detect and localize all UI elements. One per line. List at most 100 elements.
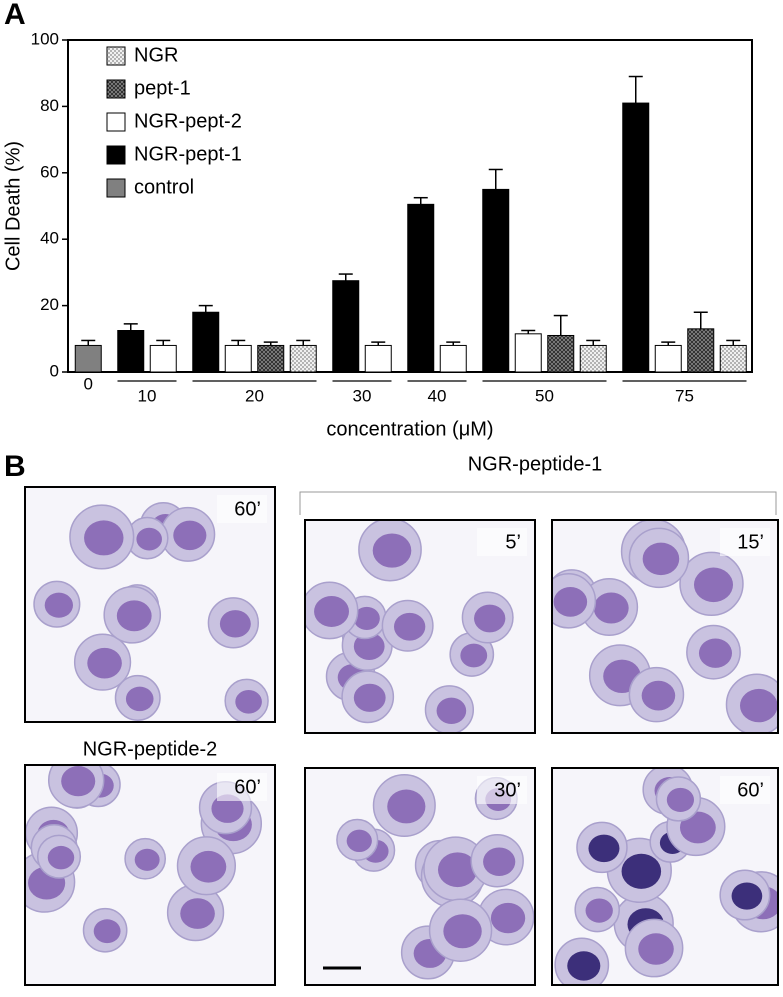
- nucleus: [173, 520, 207, 551]
- nucleus: [61, 766, 96, 797]
- x-tick-label: 10: [138, 386, 157, 405]
- time-label: 5’: [505, 531, 521, 553]
- nucleus: [180, 898, 215, 929]
- y-tick-label: 0: [50, 361, 59, 380]
- bar: [439, 344, 467, 373]
- nucleus: [87, 647, 122, 679]
- nucleus: [474, 604, 506, 633]
- legend-label: NGR-pept-2: [134, 110, 242, 132]
- time-bg: [720, 776, 770, 804]
- x-tick-label: 20: [245, 386, 264, 405]
- micrograph-frame: [551, 767, 779, 986]
- micrograph-frame: [24, 764, 276, 986]
- nucleus: [666, 787, 695, 812]
- x-tick-label: 0: [84, 374, 93, 393]
- nucleus: [436, 697, 467, 724]
- legend-swatch: [106, 46, 126, 66]
- micrograph-frame: [304, 767, 536, 986]
- bar: [547, 334, 575, 373]
- nucleus: [460, 643, 488, 668]
- y-tick-label: 20: [40, 295, 59, 314]
- nucleus: [693, 567, 734, 603]
- nucleus: [387, 789, 426, 824]
- nucleus: [353, 606, 380, 631]
- nucleus: [588, 834, 620, 863]
- x-tick-label: 75: [675, 386, 694, 405]
- nucleus: [44, 592, 73, 618]
- legend-label: NGR: [134, 44, 178, 66]
- legend-swatch: [106, 178, 126, 198]
- bar: [654, 344, 682, 373]
- nucleus: [353, 683, 386, 712]
- bar: [482, 188, 510, 373]
- nucleus: [567, 951, 601, 981]
- time-bg: [217, 495, 267, 523]
- bar: [149, 344, 177, 373]
- panel-label: B: [4, 450, 26, 483]
- micrograph-frame: [304, 519, 536, 734]
- legend-label: pept-1: [134, 77, 191, 99]
- legend-label: NGR-pept-1: [134, 143, 242, 165]
- bar: [579, 344, 607, 373]
- nucleus: [593, 592, 629, 624]
- legend-label: control: [134, 176, 194, 198]
- time-label: 60’: [234, 498, 261, 520]
- bar: [622, 102, 650, 373]
- time-label: 30’: [494, 779, 521, 801]
- y-tick-label: 60: [40, 162, 59, 181]
- nucleus: [621, 853, 662, 889]
- time-label: 60’: [737, 779, 764, 801]
- time-bg: [720, 528, 770, 556]
- nucleus: [437, 852, 478, 888]
- nucleus: [731, 882, 763, 910]
- x-tick-label: 40: [428, 386, 447, 405]
- nucleus: [353, 632, 385, 660]
- bar: [407, 203, 435, 373]
- nucleus: [393, 612, 426, 641]
- nucleus: [219, 610, 251, 638]
- nucleus: [642, 542, 680, 576]
- nucleus: [134, 848, 160, 871]
- nucleus: [372, 533, 412, 568]
- nucleus: [553, 586, 588, 617]
- nucleus: [483, 847, 516, 877]
- time-label: 15’: [737, 531, 764, 553]
- nucleus: [84, 520, 124, 556]
- group-label: NGR-peptide-2: [83, 738, 218, 760]
- bracket: [299, 491, 777, 515]
- time-label: 60’: [234, 776, 261, 798]
- bar: [332, 280, 360, 373]
- nucleus: [346, 829, 372, 853]
- x-axis-label: concentration (μM): [326, 418, 493, 440]
- bar: [224, 344, 252, 373]
- micrograph: [25, 487, 275, 722]
- nucleus: [235, 690, 262, 714]
- panel-label: A: [4, 0, 26, 31]
- nucleus: [211, 794, 244, 823]
- bar: [257, 344, 285, 373]
- y-tick-label: 80: [40, 96, 59, 115]
- bar: [74, 344, 102, 373]
- nucleus: [638, 933, 674, 965]
- nucleus: [679, 811, 716, 844]
- nucleus: [698, 638, 733, 668]
- micrograph: [305, 520, 535, 733]
- time-bg: [477, 528, 527, 556]
- bar: [514, 333, 542, 373]
- x-tick-label: 30: [353, 386, 372, 405]
- nucleus: [585, 898, 613, 923]
- group-label: NGR-peptide-1: [468, 453, 603, 475]
- nucleus: [116, 600, 152, 632]
- nucleus: [190, 850, 227, 883]
- bar: [719, 344, 747, 373]
- y-axis-label: Cell Death (%): [2, 141, 24, 271]
- nucleus: [136, 527, 162, 551]
- bar: [289, 344, 317, 373]
- y-tick-label: 40: [40, 229, 59, 248]
- nucleus: [314, 595, 349, 627]
- nucleus: [93, 919, 121, 944]
- nucleus: [47, 845, 75, 870]
- micrograph-frame: [24, 486, 276, 723]
- micrograph-frame: [551, 519, 779, 734]
- legend-swatch: [106, 112, 126, 132]
